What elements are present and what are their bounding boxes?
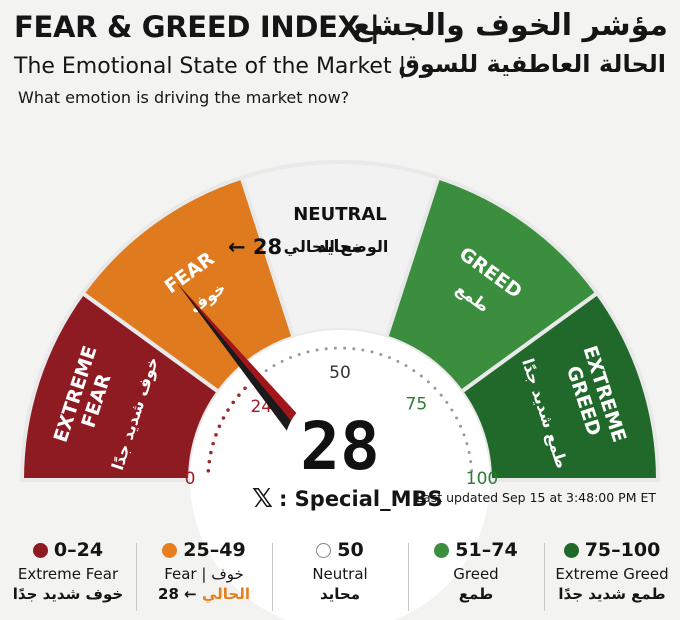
scale-dot xyxy=(439,393,443,397)
legend-label-en: Extreme Greed xyxy=(555,565,669,583)
legend-label-ar: طمع xyxy=(458,585,494,603)
scale-dot xyxy=(221,416,226,420)
legend-dot xyxy=(316,542,332,558)
current-marker: ← 28 xyxy=(228,235,282,259)
legend-dot xyxy=(32,542,48,558)
scale-dot xyxy=(237,393,241,397)
legend-item-extreme-fear: 0–24 Extreme Fear خوف شديد جدًا xyxy=(0,535,136,620)
legend-dot xyxy=(434,542,450,558)
scale-dot xyxy=(315,348,319,352)
tick-label: 0 xyxy=(185,469,196,489)
scale-dot xyxy=(467,451,471,455)
gauge-value: 28 xyxy=(300,408,380,485)
legend-range: 0–24 xyxy=(53,539,104,561)
legend-label-ar: خوف شديد جدًا xyxy=(12,585,124,603)
scale-dot xyxy=(231,400,236,405)
scale-dot xyxy=(280,359,284,363)
current-label-ar: الوضع الحالي xyxy=(284,237,389,257)
scale-dot xyxy=(333,346,337,350)
scale-dot xyxy=(412,369,416,373)
scale-dot xyxy=(209,450,213,455)
subtitle-en: The Emotional State of the Market | xyxy=(14,54,406,79)
tick-label: 50 xyxy=(329,363,351,383)
legend-label-ar: محايد xyxy=(319,585,361,603)
legend-range: 25–49 xyxy=(183,539,246,561)
legend-dot xyxy=(563,542,579,558)
title-row: FEAR & GREED INDEX | مؤشر الخوف والجشع xyxy=(14,4,668,46)
legend-label-en: Extreme Fear xyxy=(17,565,119,583)
legend-item-fear: 25–49 Fear | خوف 28 ← الحالي xyxy=(136,535,272,620)
legend-range: 75–100 xyxy=(584,539,661,561)
legend-current-arrow: ← xyxy=(184,585,197,603)
subtitle-ar: الحالة العاطفية للسوق xyxy=(398,50,666,78)
author-handle[interactable]: 𝕏 : Special_MBS xyxy=(252,484,443,514)
legend-label-ar: طمع شديد جدًا xyxy=(558,585,666,603)
scale-dot xyxy=(264,369,268,373)
legend-label-en: Greed xyxy=(453,565,499,583)
scale-dot xyxy=(306,350,310,354)
scale-dot xyxy=(387,356,391,360)
scale-dot xyxy=(404,364,408,368)
scale-dot xyxy=(379,352,383,356)
legend-item-greed: 51–74 Greed طمع xyxy=(408,535,544,620)
legend-current-value: 28 ← الحالي xyxy=(136,584,272,604)
scale-dot xyxy=(370,350,374,354)
scale-dot xyxy=(211,441,215,446)
legend-current-number: 28 xyxy=(158,585,179,603)
question-text: What emotion is driving the market now? xyxy=(18,88,350,107)
segment-label-ar-neutral: محايد xyxy=(317,237,362,257)
handle-text: : Special_MBS xyxy=(278,487,443,511)
scale-dot xyxy=(289,356,293,360)
scale-dot xyxy=(462,433,466,437)
scale-dot xyxy=(459,424,463,428)
legend-range: 50 xyxy=(337,539,364,561)
segment-label-neutral: NEUTRAL xyxy=(293,204,387,225)
scale-dot xyxy=(207,459,212,464)
page-title-ar: مؤشر الخوف والجشع xyxy=(351,8,668,43)
legend-item-neutral: 50 Neutral محايد xyxy=(272,535,408,620)
scale-dot xyxy=(297,352,301,356)
scale-dot xyxy=(470,469,474,473)
legend-label-en: Neutral xyxy=(312,565,368,583)
legend-current-label: الحالي xyxy=(201,585,250,603)
scale-dot xyxy=(396,359,400,363)
scale-dot xyxy=(217,424,222,429)
gauge-needle xyxy=(177,283,309,439)
scale-dot xyxy=(206,468,211,473)
scale-dot xyxy=(419,374,423,378)
legend: 0–24 Extreme Fear خوف شديد جدًا 25–49 Fe… xyxy=(0,535,680,620)
scale-dot xyxy=(450,408,454,412)
last-updated: Last updated Sep 15 at 3:48:00 PM ET xyxy=(416,490,656,505)
scale-dot xyxy=(433,386,437,390)
legend-range: 51–74 xyxy=(455,539,518,561)
legend-label-en: Fear | خوف xyxy=(164,565,244,583)
gauge-needle-shade xyxy=(177,283,301,439)
scale-dot xyxy=(455,416,459,420)
scale-dot xyxy=(324,347,328,351)
value-disc xyxy=(284,392,396,504)
scale-dot xyxy=(361,348,365,352)
legend-dot xyxy=(162,542,178,558)
scale-dot xyxy=(465,442,469,446)
scale-dot xyxy=(243,386,247,391)
legend-item-extreme-greed: 75–100 Extreme Greed طمع شديد جدًا xyxy=(544,535,680,620)
scale-dot xyxy=(352,347,356,351)
scale-dot xyxy=(214,433,218,437)
scale-dot xyxy=(272,364,276,368)
scale-dot xyxy=(469,460,473,464)
scale-dot xyxy=(445,400,449,404)
page-title-en: FEAR & GREED INDEX | xyxy=(14,10,380,44)
scale-dot xyxy=(226,408,230,412)
segment-extreme-greed xyxy=(458,290,661,482)
x-logo-icon: 𝕏 xyxy=(252,484,273,514)
scale-dot xyxy=(426,380,430,384)
scale-dot xyxy=(343,346,347,350)
tick-label: 100 xyxy=(466,469,498,489)
tick-label: 75 xyxy=(406,395,428,415)
